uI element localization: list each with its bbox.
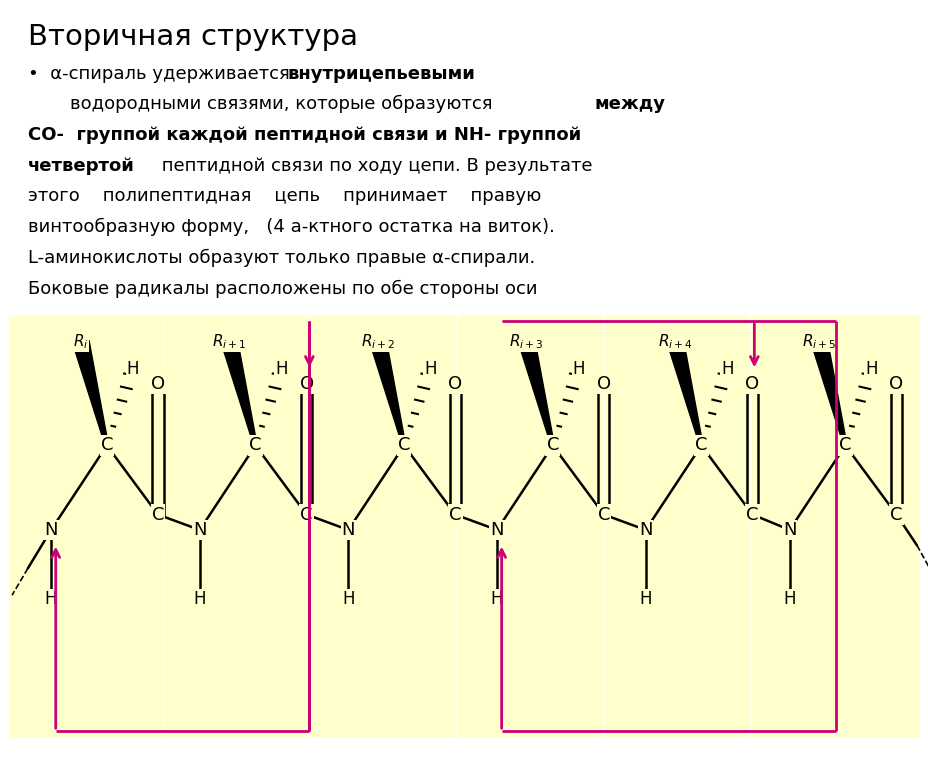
Text: O: O [447,375,462,393]
Text: четвертой: четвертой [28,157,135,174]
Polygon shape [810,340,846,445]
Text: N: N [342,521,354,539]
Text: между: между [594,95,664,113]
Text: C: C [448,505,461,524]
Text: $R_{i+5}$: $R_{i+5}$ [801,333,836,351]
Polygon shape [666,340,702,445]
Text: $R_i$: $R_i$ [73,333,88,351]
Text: пептидной связи по ходу цепи. В результате: пептидной связи по ходу цепи. В результа… [156,157,592,174]
Polygon shape [72,340,109,445]
Text: C: C [597,505,610,524]
Text: внутрицепьевыми: внутрицепьевыми [288,65,475,82]
Text: N: N [782,521,795,539]
Bar [309,315,311,737]
Text: $R_{i+2}$: $R_{i+2}$ [361,333,394,351]
Text: H: H [720,359,733,378]
Polygon shape [369,340,406,445]
Text: Боковые радикалы расположены по обе стороны оси: Боковые радикалы расположены по обе стор… [28,280,536,298]
Text: H: H [782,590,795,608]
Text: O: O [888,375,903,393]
Text: N: N [490,521,503,539]
Text: N: N [45,521,58,539]
Text: водородными связями, которые образуются: водородными связями, которые образуются [70,95,497,114]
Text: H: H [572,359,585,378]
Polygon shape [518,340,554,445]
Text: C: C [249,436,262,455]
Text: H: H [275,359,288,378]
Bar [602,315,604,737]
Text: L-аминокислоты образуют только правые α-спирали.: L-аминокислоты образуют только правые α-… [28,249,535,267]
Bar [9,315,919,737]
Text: $R_{i+3}$: $R_{i+3}$ [509,333,544,351]
Text: H: H [193,590,206,608]
Text: винтообразную форму,   (4 а-ктного остатка на виток).: винтообразную форму, (4 а-ктного остатка… [28,218,554,237]
Text: H: H [490,590,503,608]
Text: $R_{i+1}$: $R_{i+1}$ [212,333,247,351]
Text: O: O [299,375,314,393]
Text: H: H [126,359,139,378]
Text: O: O [744,375,759,393]
Text: •  α-спираль удерживается: • α-спираль удерживается [28,65,295,82]
Text: C: C [889,505,902,524]
Text: H: H [423,359,436,378]
Text: Вторичная структура: Вторичная структура [28,23,357,51]
Bar [456,315,458,737]
Text: C: C [300,505,313,524]
Text: этого    полипептидная    цепь    принимает    правую: этого полипептидная цепь принимает праву… [28,187,541,205]
Text: O: O [150,375,165,393]
Text: N: N [638,521,651,539]
Polygon shape [221,340,257,445]
Text: C: C [838,436,851,455]
Text: N: N [193,521,206,539]
Text: C: C [546,436,559,455]
Text: H: H [638,590,651,608]
Text: $R_{i+4}$: $R_{i+4}$ [657,333,692,351]
Text: C: C [745,505,758,524]
Text: O: O [596,375,611,393]
Text: C: C [397,436,410,455]
Bar [749,315,751,737]
Text: СО-  группой каждой пептидной связи и NH- группой: СО- группой каждой пептидной связи и NH-… [28,126,581,144]
Text: H: H [864,359,877,378]
Text: H: H [342,590,354,608]
Text: C: C [100,436,113,455]
Text: C: C [694,436,707,455]
Text: H: H [45,590,58,608]
Text: C: C [151,505,164,524]
Bar [162,315,164,737]
